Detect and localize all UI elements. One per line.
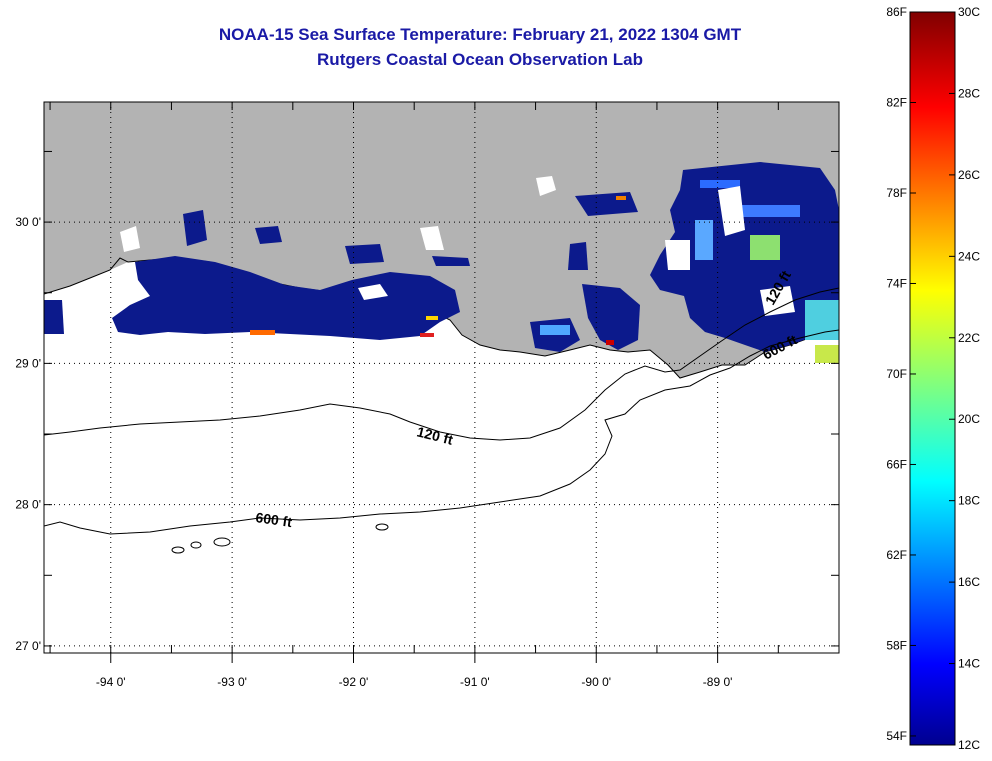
lon-label: -94 0' bbox=[96, 675, 126, 689]
latitude-labels: 30 0' 29 0' 28 0' 27 0' bbox=[15, 215, 41, 653]
colorbar bbox=[909, 11, 956, 746]
colorbar-c-label: 28C bbox=[958, 86, 980, 100]
contour-600ft-main bbox=[44, 329, 839, 535]
map-frame bbox=[43, 101, 840, 654]
colorbar-c-label: 14C bbox=[958, 657, 980, 671]
colorbar-c-label: 22C bbox=[958, 331, 980, 345]
colorbar-c-label: 18C bbox=[958, 494, 980, 508]
colorbar-c-label: 12C bbox=[958, 738, 980, 752]
colorbar-f-label: 86F bbox=[886, 5, 907, 19]
cloud-gaps bbox=[120, 176, 795, 316]
contour-120ft-main bbox=[44, 287, 839, 441]
colorbar-c-label: 20C bbox=[958, 412, 980, 426]
colorbar-f-label: 74F bbox=[886, 276, 907, 290]
lat-label: 28 0' bbox=[15, 498, 41, 512]
graticule bbox=[44, 102, 839, 653]
colorbar-f-label: 82F bbox=[886, 95, 907, 109]
colorbar-c-label: 24C bbox=[958, 249, 980, 263]
sst-warm-patches bbox=[250, 180, 839, 363]
contour-600ft-islets bbox=[171, 523, 389, 554]
colorbar-c-label: 26C bbox=[958, 168, 980, 182]
lon-label: -90 0' bbox=[581, 675, 611, 689]
map-subtitle: Rutgers Coastal Ocean Observation Lab bbox=[317, 50, 643, 69]
lon-label: -93 0' bbox=[217, 675, 247, 689]
colorbar-f-label: 78F bbox=[886, 186, 907, 200]
lon-label: -92 0' bbox=[339, 675, 369, 689]
axis-ticks bbox=[44, 102, 840, 663]
colorbar-f-label: 70F bbox=[886, 367, 907, 381]
lon-label: -89 0' bbox=[703, 675, 733, 689]
colorbar-fahrenheit-labels: 86F 82F 78F 74F 70F 66F 62F 58F 54F bbox=[886, 5, 907, 743]
colorbar-f-label: 58F bbox=[886, 638, 907, 652]
colorbar-c-label: 16C bbox=[958, 575, 980, 589]
colorbar-f-label: 54F bbox=[886, 729, 907, 743]
colorbar-c-label: 30C bbox=[958, 5, 980, 19]
lon-label: -91 0' bbox=[460, 675, 490, 689]
colorbar-f-label: 66F bbox=[886, 457, 907, 471]
colorbar-celsius-labels: 30C 28C 26C 24C 22C 20C 18C 16C 14C 12C bbox=[958, 5, 980, 752]
map-title: NOAA-15 Sea Surface Temperature: Februar… bbox=[218, 25, 742, 44]
colorbar-ticks bbox=[910, 11, 955, 746]
longitude-labels: -94 0' -93 0' -92 0' -91 0' -90 0' -89 0' bbox=[96, 675, 733, 689]
lat-label: 27 0' bbox=[15, 639, 41, 653]
colorbar-f-label: 62F bbox=[886, 548, 907, 562]
contour-label-600ft-west: 600 ft bbox=[255, 509, 294, 530]
lat-label: 29 0' bbox=[15, 356, 41, 370]
lat-label: 30 0' bbox=[15, 215, 41, 229]
